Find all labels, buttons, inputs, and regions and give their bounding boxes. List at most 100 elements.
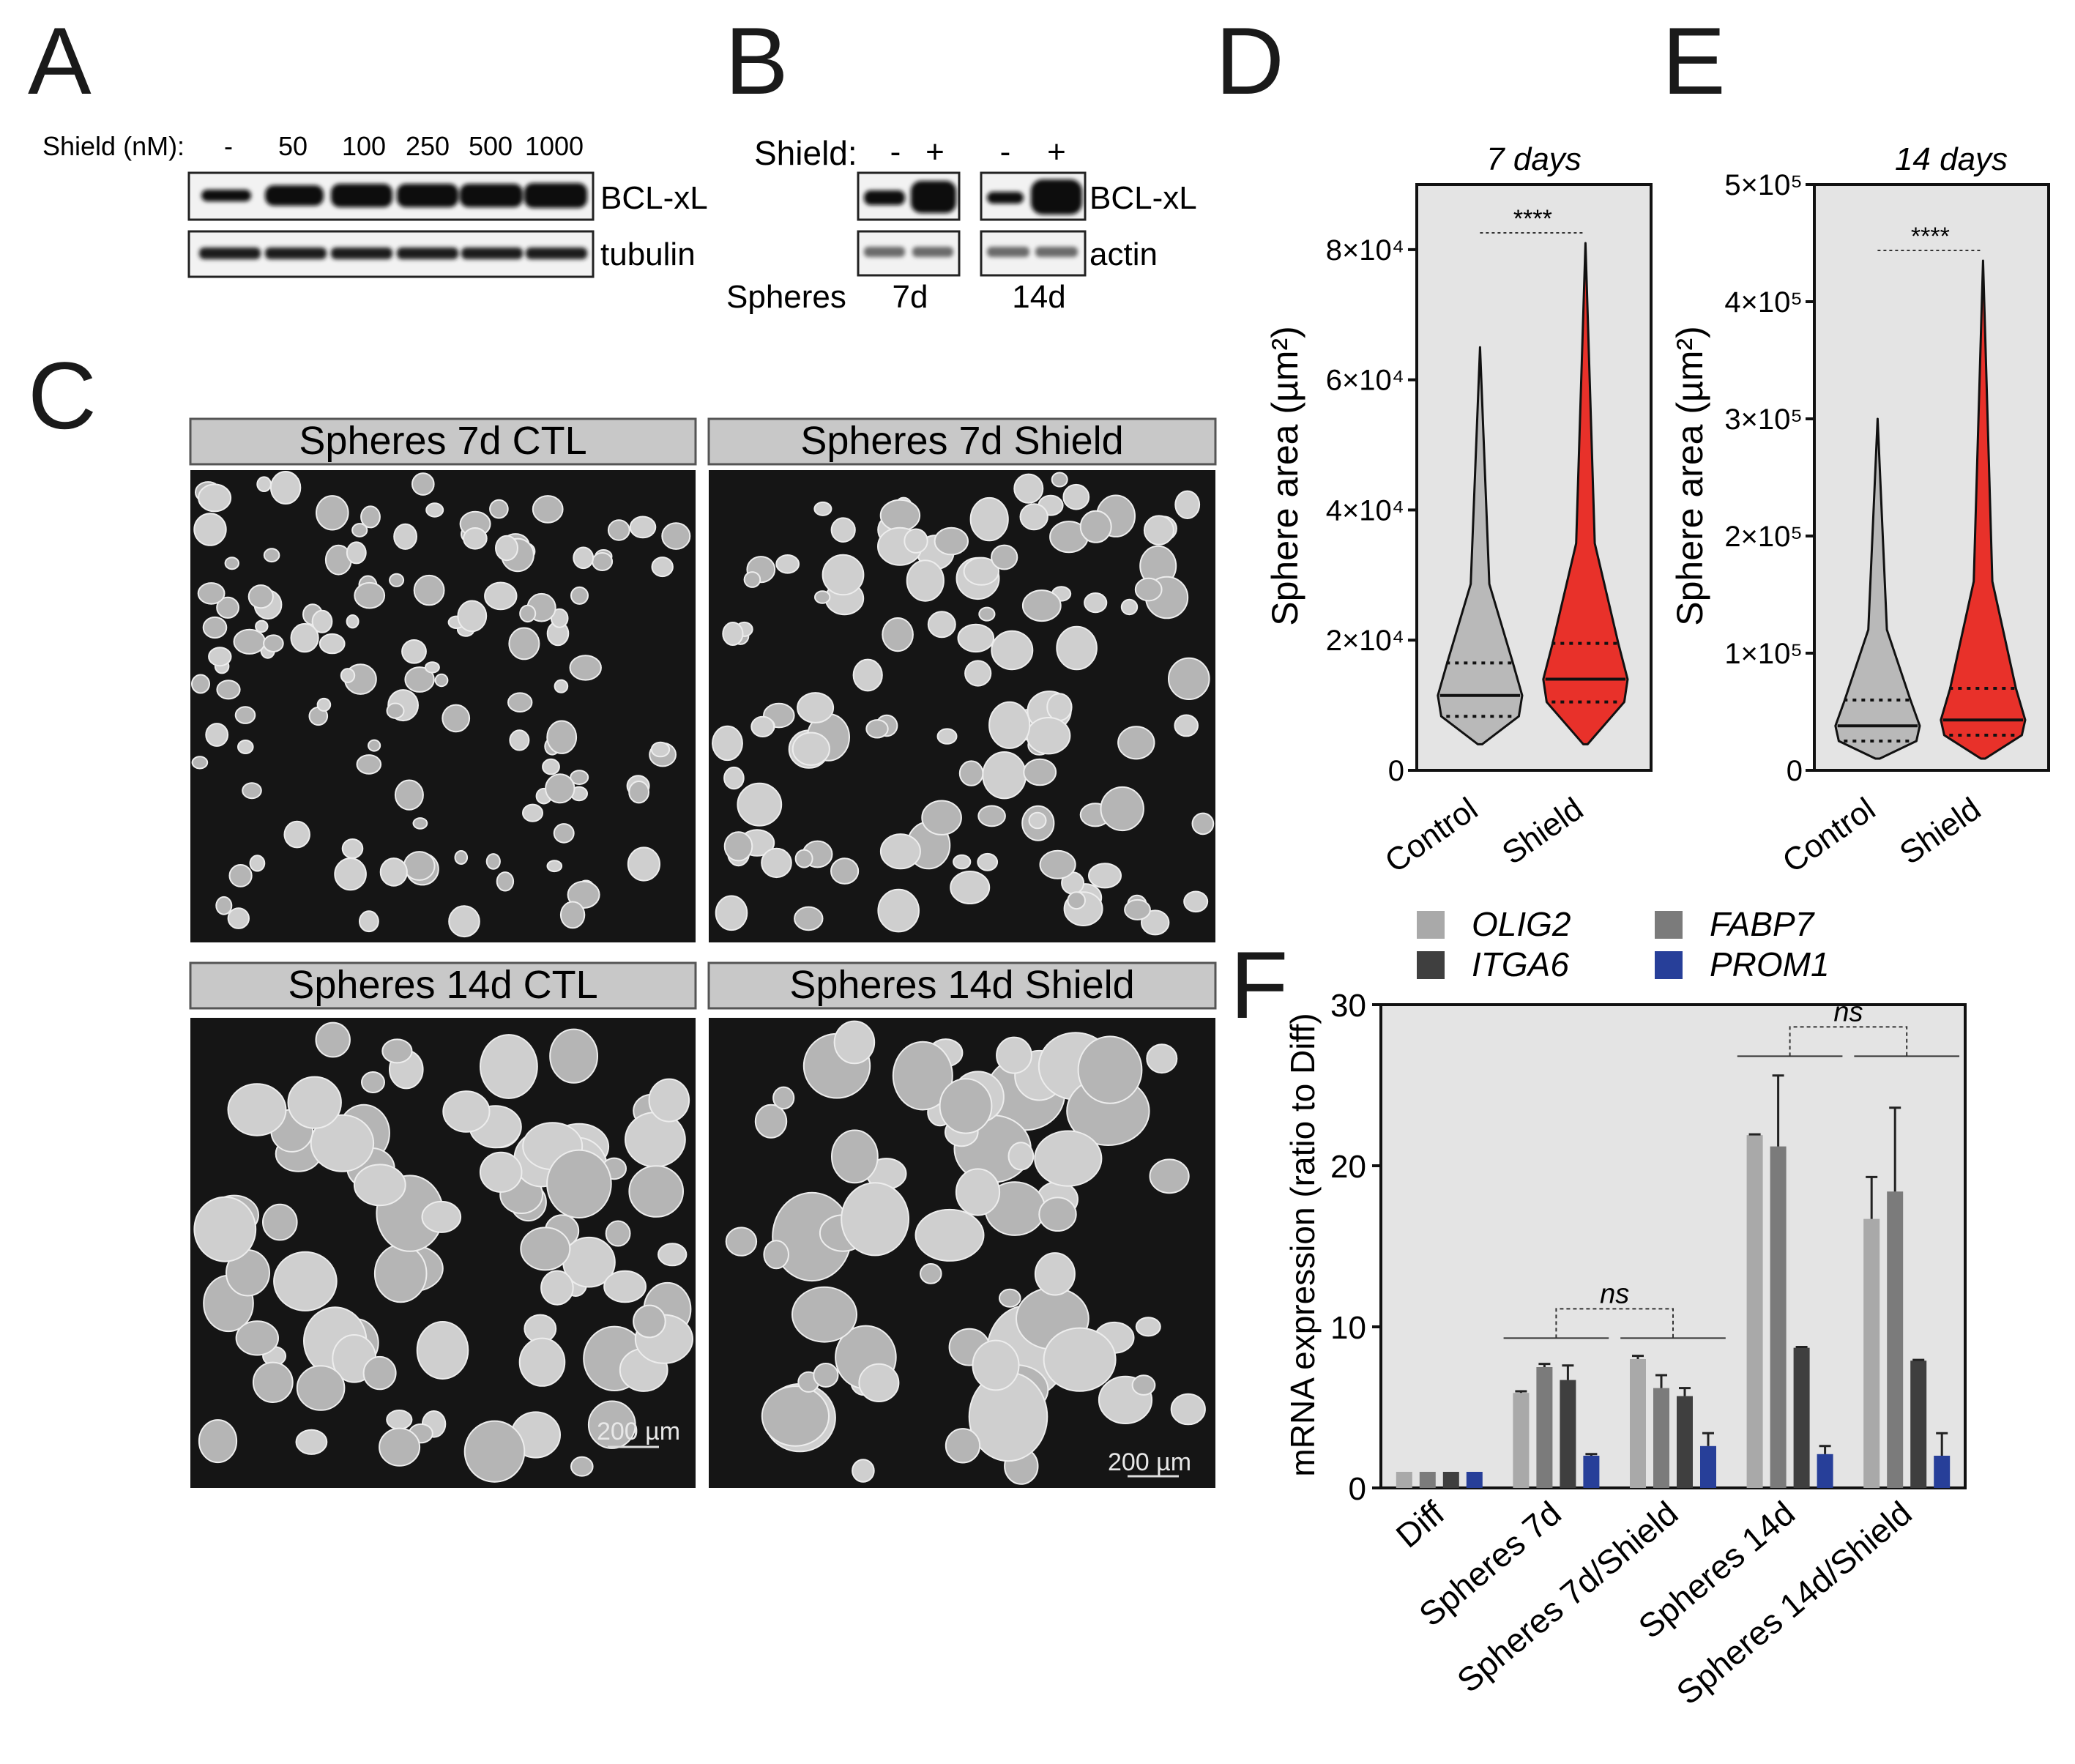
panel-letter-f: F bbox=[1230, 931, 1288, 1038]
sphere bbox=[559, 901, 586, 929]
panel-letter-c: C bbox=[28, 342, 97, 449]
bar-fabp7 bbox=[1887, 1191, 1904, 1488]
sphere bbox=[263, 548, 280, 563]
sphere bbox=[193, 513, 227, 546]
legend-label-itga6: ITGA6 bbox=[1472, 945, 1569, 983]
sphere bbox=[191, 756, 209, 770]
sphere bbox=[914, 1208, 985, 1262]
sphere bbox=[522, 803, 543, 822]
sphere bbox=[904, 528, 928, 554]
sphere bbox=[412, 817, 428, 830]
sphere bbox=[403, 851, 436, 881]
bar-fabp7 bbox=[1536, 1367, 1553, 1488]
sphere bbox=[263, 634, 284, 653]
sphere bbox=[457, 600, 488, 633]
x-label-shield: Shield bbox=[1893, 791, 1987, 871]
sphere bbox=[822, 554, 865, 596]
sphere bbox=[518, 1337, 566, 1387]
bar-olig2 bbox=[1396, 1472, 1412, 1488]
sphere bbox=[255, 619, 269, 633]
y-tick-label: 20 bbox=[1330, 1149, 1366, 1185]
bar-itga6 bbox=[1677, 1396, 1693, 1488]
blot-b-band-2 bbox=[911, 181, 956, 213]
violin-d-title: 7 days bbox=[1486, 141, 1582, 177]
sphere bbox=[519, 604, 537, 623]
panel-letter-a: A bbox=[28, 7, 92, 114]
sphere bbox=[633, 1304, 666, 1339]
bar-fabp7 bbox=[1653, 1388, 1669, 1488]
sphere bbox=[393, 523, 417, 550]
sphere bbox=[627, 846, 661, 882]
sphere bbox=[969, 496, 1009, 542]
sphere bbox=[542, 758, 560, 775]
y-tick-label: 4×10⁵ bbox=[1724, 286, 1803, 319]
panel-b: Shield: - + - + BCL-xL actin Spheres 7d … bbox=[726, 134, 1197, 315]
lane-label-1: + bbox=[925, 134, 945, 170]
sphere bbox=[480, 1034, 538, 1099]
sphere bbox=[404, 666, 435, 693]
sphere bbox=[351, 523, 368, 537]
sphere bbox=[484, 581, 518, 611]
bar-olig2 bbox=[1863, 1218, 1880, 1488]
sphere bbox=[228, 864, 253, 887]
conc-label-3: 250 bbox=[406, 131, 450, 161]
y-tick-label: 0 bbox=[1349, 1471, 1366, 1507]
sphere bbox=[750, 715, 775, 738]
sphere bbox=[227, 1083, 287, 1136]
sphere bbox=[858, 1363, 900, 1403]
sphere bbox=[310, 1114, 375, 1172]
sphere bbox=[628, 1165, 685, 1218]
violin-control bbox=[1437, 346, 1524, 745]
sphere bbox=[1043, 1327, 1117, 1392]
panel-e: 14 days Sphere area (µm²) 0 1×10⁵ 2×10⁵ 3×1… bbox=[1669, 141, 2050, 880]
bar-fabp7 bbox=[1419, 1472, 1436, 1488]
x-label-shield: Shield bbox=[1496, 791, 1590, 871]
sphere bbox=[628, 781, 649, 804]
sphere bbox=[1149, 1158, 1190, 1194]
sphere bbox=[315, 1021, 351, 1058]
sphere bbox=[657, 1243, 688, 1267]
sphere bbox=[1067, 891, 1086, 910]
panel-a: Shield (nM): - 50 100 250 500 1000 BCL-x… bbox=[42, 131, 708, 278]
sphere bbox=[892, 1041, 953, 1111]
conc-label-2: 100 bbox=[342, 131, 386, 161]
sphere bbox=[373, 1244, 428, 1303]
sphere bbox=[290, 622, 319, 653]
sphere bbox=[237, 740, 254, 754]
sphere bbox=[242, 782, 262, 800]
sphere bbox=[485, 853, 501, 870]
sphere bbox=[356, 754, 382, 775]
lane-label-2: - bbox=[1000, 134, 1011, 170]
sphere bbox=[661, 522, 691, 550]
sphere bbox=[508, 627, 540, 660]
sphere bbox=[208, 647, 232, 667]
sphere bbox=[442, 704, 471, 733]
sphere bbox=[546, 860, 563, 873]
panel-c: Spheres 7d CTL Spheres 7d Shield Spheres… bbox=[189, 417, 1217, 1488]
sphere bbox=[722, 622, 744, 646]
bar-f-ylabel: mRNA expression (ratio to Diff) bbox=[1284, 1013, 1322, 1476]
violin-control bbox=[1834, 417, 1921, 760]
conc-label-4: 500 bbox=[469, 131, 513, 161]
panel-f: mRNA expression (ratio to Diff) OLIG2 FAB… bbox=[1284, 905, 1967, 1712]
sphere bbox=[830, 857, 860, 885]
sphere bbox=[1034, 1130, 1103, 1187]
sphere bbox=[389, 573, 405, 587]
sphere bbox=[198, 483, 232, 513]
y-tick-label: 5×10⁵ bbox=[1724, 169, 1803, 201]
sphere bbox=[963, 557, 1000, 586]
scale-bar-label-4: 200 µm bbox=[1108, 1448, 1191, 1476]
sphere bbox=[775, 554, 800, 574]
sphere bbox=[287, 1076, 342, 1129]
blot-b-actin-4 bbox=[1035, 247, 1078, 257]
sphere bbox=[743, 571, 761, 588]
blot-a-band-2 bbox=[265, 185, 324, 206]
sphere bbox=[1007, 1142, 1035, 1171]
sphere bbox=[1124, 898, 1151, 920]
sphere bbox=[353, 1164, 406, 1207]
sphere bbox=[252, 1361, 294, 1404]
sphere bbox=[227, 907, 250, 929]
sphere bbox=[1038, 1197, 1077, 1232]
sphere bbox=[316, 697, 332, 712]
